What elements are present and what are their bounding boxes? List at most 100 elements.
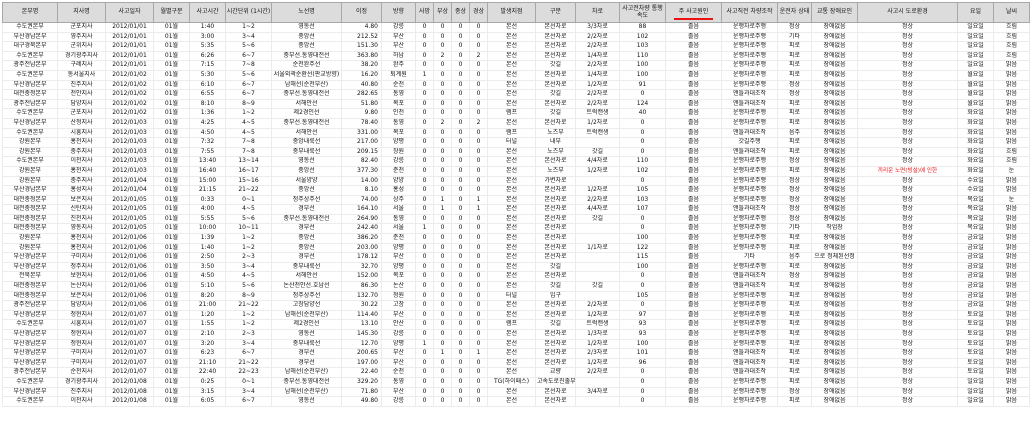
cell-time: 7:32	[189, 137, 226, 148]
cell-place: 램프	[487, 319, 536, 330]
table-row[interactable]: 대전충청본부 논산지사 2012/01/06 01월 5:10 5~6 논산천안선.호남선 8…	[2, 281, 1030, 292]
column-header-tunit[interactable]: 시간단위 (1시간)	[225, 2, 272, 23]
table-row[interactable]: 부산경남본부 산청지사 2012/01/03 01월 4:25 4~5 중부선.통영대전선 7…	[2, 118, 1030, 129]
column-header-road[interactable]: 사고시 도로환경	[857, 2, 958, 23]
cell-inj: 0	[433, 99, 452, 110]
column-header-day[interactable]: 요일	[957, 2, 994, 23]
column-header-weather[interactable]: 날씨	[993, 2, 1030, 23]
table-row[interactable]: 부산경남본부 홍성지사 2012/01/04 01월 21:15 21~22 중앙선 8.10…	[2, 185, 1030, 196]
column-header-place[interactable]: 발생지점	[487, 2, 536, 23]
cell-day: 일요일	[957, 22, 994, 33]
table-row[interactable]: 광주전남본부 구례지사 2012/01/01 01월 7:15 7~8 순천완주선 38.20…	[2, 60, 1030, 71]
column-header-status[interactable]: 사고직전 차량조작	[721, 2, 778, 23]
table-row[interactable]: 강원본부 홍천지사 2012/01/06 01월 1:39 1~2 중앙선 386.20 춘천 0…	[2, 233, 1030, 244]
table-row[interactable]: 대전충청본부 보은지사 2012/01/05 01월 0:33 0~1 청주상주선 74.00…	[2, 195, 1030, 206]
cell-sev: 0	[451, 252, 470, 263]
table-row[interactable]: 수도권본부 동서울지사 2012/01/02 01월 5:30 5~6 서울외곽순환선(판교…	[2, 70, 1030, 81]
column-header-type[interactable]: 구분	[535, 2, 576, 23]
table-row[interactable]: 수도권본부 이천지사 2012/01/08 01월 6:05 6~7 영동선 49.80 강릉 0…	[2, 396, 1030, 407]
cell-hq: 부산경남본부	[2, 358, 58, 369]
cell-dir: 서울	[381, 204, 416, 215]
cell-traffic: 장애없음	[811, 60, 858, 71]
column-header-lig[interactable]: 경상	[469, 2, 488, 23]
table-row[interactable]: 부산경남본부 구미지사 2012/01/06 01월 2:50 2~3 경부선 178.12 부…	[2, 252, 1030, 263]
cell-speed: 0	[619, 223, 666, 235]
column-header-cause[interactable]: 주 사고원인	[665, 2, 722, 23]
cell-dead: 0	[415, 22, 434, 33]
cell-dead: 0	[415, 204, 434, 215]
cell-type: 본선차로	[535, 195, 576, 206]
column-header-driver[interactable]: 운전자 상태	[777, 2, 812, 23]
cell-tunit: 5~6	[225, 214, 272, 225]
cell-dead: 0	[415, 147, 434, 158]
column-header-dir[interactable]: 방향	[381, 2, 416, 23]
cell-dead: 0	[415, 176, 434, 187]
column-header-lane[interactable]: 차로	[575, 2, 620, 23]
column-header-route[interactable]: 노선명	[271, 2, 342, 23]
cell-dir: 부산	[381, 387, 416, 398]
column-header-dead[interactable]: 사망	[415, 2, 434, 23]
cell-time: 4:50	[189, 128, 226, 139]
table-row[interactable]: 대전충청본부 천안지사 2012/01/02 01월 6:55 6~7 중부선.통영대전선 2…	[2, 89, 1030, 100]
column-header-dist[interactable]: 이정	[341, 2, 382, 23]
table-row[interactable]: 부산경남본부 청주지사 2012/01/06 01월 3:50 3~4 중부내륙선 32.70…	[2, 262, 1030, 273]
cell-date: 2012/01/01	[105, 32, 154, 43]
cell-hq: 부산경남본부	[2, 387, 58, 398]
table-row[interactable]: 대구경북본부 군위지사 2012/01/01 01월 5:35 5~6 중앙선 151.30 부…	[2, 41, 1030, 52]
table-row[interactable]: 강원본부 홍천지사 2012/01/03 01월 16:40 16~17 중앙선 377.30…	[2, 166, 1030, 177]
cell-dead: 0	[415, 291, 434, 302]
table-row[interactable]: 부산경남본부 청현지사 2012/01/07 01월 1:20 1~2 남해선(순천부산) 1…	[2, 310, 1030, 321]
table-row[interactable]: 강원본부 홍천지사 2012/01/03 01월 7:32 7~8 중앙내륙선 217.00 양…	[2, 137, 1030, 148]
column-header-sev[interactable]: 중상	[451, 2, 470, 23]
cell-speed: 0	[619, 271, 666, 283]
table-row[interactable]: 수도권본부 시흥지사 2012/01/03 01월 4:50 4~5 서해안선 331.00 목…	[2, 128, 1030, 139]
column-header-inj[interactable]: 부상	[433, 2, 452, 23]
table-row[interactable]: 광주전남본부 순천지사 2012/01/07 01월 22:40 22~23 남해선(순천부…	[2, 367, 1030, 378]
table-row[interactable]: 전북본부 보현지사 2012/01/06 01월 4:50 4~5 서해안선 152.00 목포…	[2, 271, 1030, 283]
cell-sev: 0	[451, 223, 470, 235]
column-header-branch[interactable]: 지사명	[57, 2, 106, 23]
table-row[interactable]: 수도권본부 경기광주지사 2012/01/01 01월 6:26 6~7 중부선.통영대전선…	[2, 51, 1030, 62]
table-row[interactable]: 대전충청본부 신탄지사 2012/01/05 01월 4:00 4~5 경부선 164.10 서…	[2, 204, 1030, 215]
cell-cause: 졸음	[665, 51, 722, 62]
table-row[interactable]: 강원본부 홍천지사 2012/01/06 01월 1:40 1~2 중앙선 203.00 양평 0…	[2, 243, 1030, 254]
table-row[interactable]: 대전충청본부 보은지사 2012/01/06 01월 8:20 8~9 청주상주선 132.7…	[2, 291, 1030, 302]
cell-driver: 정상	[777, 89, 812, 100]
cell-hq: 수도권본부	[2, 22, 58, 33]
column-header-speed[interactable]: 사고전차량 통행속도	[619, 2, 666, 23]
table-row[interactable]: 부산경남본부 진주지사 2012/01/02 01월 6:10 6~7 남해선(순천부산) 4…	[2, 80, 1030, 91]
table-row[interactable]: 부산경남본부 청현지사 2012/01/07 01월 3:20 3~4 중부내륙선 12.70…	[2, 339, 1030, 350]
cell-lig: 1	[469, 195, 488, 206]
table-row[interactable]: 대전충청본부 영동지사 2012/01/05 01월 10:00 10~11 경부선 242.…	[2, 223, 1030, 235]
cell-speed: 93	[619, 319, 666, 330]
cell-hq: 수도권본부	[2, 396, 58, 407]
cell-lane: 트럭캔생	[575, 128, 620, 139]
column-header-hq[interactable]: 본부명	[2, 2, 58, 23]
table-row[interactable]: 광주전남본부 담양지사 2012/01/06 01월 21:00 21~22 고창담양선 30…	[2, 300, 1030, 311]
table-row[interactable]: 수도권본부 경기광주지사 2012/01/08 01월 0:25 0~1 중부선.통영대전선…	[2, 377, 1030, 388]
table-row[interactable]: 수도권본부 시흥지사 2012/01/07 01월 1:55 1~2 제2경인선 13.10 안…	[2, 319, 1030, 330]
table-row[interactable]: 대전충청본부 진천지사 2012/01/05 01월 5:55 5~6 중부선.통영대전선 2…	[2, 214, 1030, 225]
table-row[interactable]: 수도권본부 군포지사 2012/01/01 01월 1:40 1~2 영동선 4.80 강릉 0 0…	[2, 22, 1030, 33]
table-row[interactable]: 강원본부 충주지사 2012/01/03 01월 7:55 7~8 중부내륙선 209.15 창…	[2, 147, 1030, 158]
table-row[interactable]: 부산경남본부 구미지사 2012/01/07 01월 21:10 21~22 경부선 197.…	[2, 358, 1030, 369]
cell-dist: 363.80	[341, 51, 382, 62]
cell-dist: 22.40	[341, 367, 382, 378]
column-header-date[interactable]: 사고일자	[105, 2, 154, 23]
table-row[interactable]: 부산경남본부 구미지사 2012/01/07 01월 6:23 6~7 경부선 200.65 부…	[2, 348, 1030, 359]
table-row[interactable]: 부산경남본부 청현지사 2012/01/07 01월 2:10 2~3 영동선 145.30 강…	[2, 329, 1030, 340]
cell-lig: 0	[469, 223, 488, 235]
table-row[interactable]: 부산경남본부 진주지사 2012/01/08 01월 3:15 3~4 남해선(순천부산) 7…	[2, 387, 1030, 398]
cell-driver: 기타	[777, 32, 812, 43]
column-header-traffic[interactable]: 교통 장애요인	[811, 2, 858, 23]
column-header-time[interactable]: 사고시간	[189, 2, 226, 23]
cell-status: 운행차로주행	[721, 80, 778, 91]
table-row[interactable]: 강원본부 충주지사 2012/01/04 01월 15:00 15~16 서울양양 14.00…	[2, 176, 1030, 187]
table-row[interactable]: 수도권본부 이천지사 2012/01/03 01월 13:40 13~14 영동선 82.40…	[2, 156, 1030, 167]
cell-weather: 맑음	[993, 396, 1030, 407]
column-header-week[interactable]: 월별구분	[153, 2, 190, 23]
table-row[interactable]: 광주전남본부 담양지사 2012/01/02 01월 8:10 8~9 서해안선 51.80 목…	[2, 99, 1030, 110]
table-row[interactable]: 수도권본부 군포지사 2012/01/02 01월 1:36 1~2 제2경인선 9.80 인천…	[2, 108, 1030, 119]
table-row[interactable]: 부산경남본부 영주지사 2012/01/01 01월 3:00 3~4 중앙선 212.52 부…	[2, 32, 1030, 43]
cell-time: 3:15	[189, 387, 226, 398]
